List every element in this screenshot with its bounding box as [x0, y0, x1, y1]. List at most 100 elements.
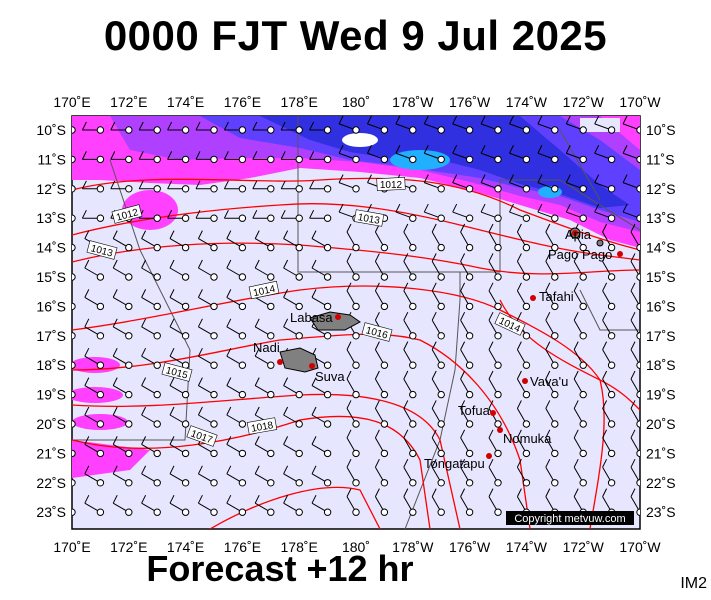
wind-barb [460, 282, 474, 311]
wind-barb [602, 341, 616, 369]
wind-barb [197, 406, 218, 428]
wind-barb [112, 230, 133, 252]
wind-barb [374, 400, 389, 428]
wind-barb [169, 377, 190, 399]
wind-barb [374, 488, 389, 516]
longitude-label: 174˚E [167, 539, 204, 555]
wind-barb [84, 289, 105, 311]
latitude-label: 10˚S [36, 122, 66, 138]
wind-barb [112, 465, 133, 487]
wind-barb [423, 203, 445, 222]
latitude-label: 20˚S [646, 416, 676, 432]
isobar-label: 1018 [250, 420, 274, 435]
longitude-label: 176˚E [224, 94, 261, 110]
latitude-label: 18˚S [36, 357, 66, 373]
wind-barb [197, 289, 218, 311]
place-suva: Suva [315, 369, 345, 384]
wind-barb [338, 174, 360, 193]
wind-barb [141, 318, 161, 340]
isobar-labels: 1012 1012 1013 1013 1014 1014 1015 1016 … [86, 176, 526, 447]
wind-barb [84, 406, 105, 428]
wind-barb [197, 230, 218, 252]
wind-barb [488, 458, 502, 487]
wind-barb [374, 370, 389, 399]
wind-barb [138, 121, 161, 134]
map-title: 0000 FJT Wed 9 Jul 2025 [103, 12, 608, 59]
wind-barb [545, 429, 559, 458]
wind-barb [630, 400, 640, 428]
wind-barb [346, 488, 360, 516]
wind-barb [311, 465, 332, 487]
wind-barb [516, 223, 531, 252]
latitude-label: 13˚S [36, 210, 66, 226]
wind-barb [169, 259, 190, 281]
wind-barb [460, 488, 474, 516]
wind-barb [488, 341, 502, 369]
wind-barb [226, 406, 247, 428]
latitude-label: 17˚S [36, 328, 66, 344]
latitude-labels-left: 10˚S 11˚S 12˚S 13˚S 14˚S 15˚S 16˚S 17˚S 18˚S 19˚S… [36, 122, 66, 520]
wind-barb [72, 126, 76, 134]
wind-barb [283, 259, 303, 281]
wind-barb [197, 494, 218, 516]
wind-barb [84, 494, 105, 516]
wind-barb [488, 311, 502, 340]
wind-barb [283, 436, 303, 458]
wind-barb [72, 302, 76, 311]
wind-barb [169, 230, 190, 252]
wind-barb [545, 400, 559, 428]
wind-barb [573, 429, 587, 458]
latitude-label: 23˚S [36, 504, 66, 520]
wind-barb [254, 377, 275, 399]
wind-barb [72, 185, 76, 193]
wind-barb [72, 390, 76, 399]
wind-barb [84, 318, 105, 340]
latitude-label: 19˚S [646, 387, 676, 403]
wind-barb [403, 311, 417, 340]
wind-barb [138, 151, 161, 164]
copyright-box [506, 511, 634, 525]
wind-barb [283, 494, 303, 516]
wind-barb [169, 494, 190, 516]
wind-barb [602, 400, 616, 428]
wind-barb [423, 145, 445, 164]
latitude-label: 15˚S [36, 269, 66, 285]
wind-barb [545, 370, 559, 399]
wind-barb [197, 465, 218, 487]
wind-barb [81, 180, 105, 193]
wind-barb [460, 458, 474, 487]
wind-barb [431, 341, 445, 369]
wind-barb [309, 151, 332, 164]
wind-barb [460, 429, 474, 458]
wind-barb [141, 259, 161, 281]
wind-barb [374, 282, 389, 311]
wind-barb [141, 494, 161, 516]
wind-barb [403, 429, 417, 458]
longitude-label: 170˚E [53, 539, 90, 555]
eez-boundaries [72, 116, 640, 529]
wind-barb [374, 429, 389, 458]
wind-barb [509, 145, 531, 164]
wind-barb [403, 458, 417, 487]
wind-barb [195, 180, 218, 193]
wind-barb [602, 311, 616, 340]
wind-barb [516, 429, 531, 458]
wind-barb [311, 289, 332, 311]
wind-barb [197, 318, 218, 340]
wind-barb [112, 494, 133, 516]
wind-barb [488, 370, 502, 399]
wind-barb [311, 494, 332, 516]
latitude-label: 13˚S [646, 210, 676, 226]
wind-barb [395, 116, 417, 134]
wind-barb [573, 400, 587, 428]
wind-barb [226, 289, 247, 311]
wind-barb [141, 230, 161, 252]
wind-barb [516, 282, 531, 311]
wind-barb [252, 121, 275, 134]
wind-barb [72, 508, 76, 516]
wind-barb [630, 429, 640, 458]
latitude-label: 12˚S [646, 181, 676, 197]
wind-barb [223, 180, 247, 193]
wind-barb [112, 289, 133, 311]
latitude-label: 21˚S [36, 445, 66, 461]
